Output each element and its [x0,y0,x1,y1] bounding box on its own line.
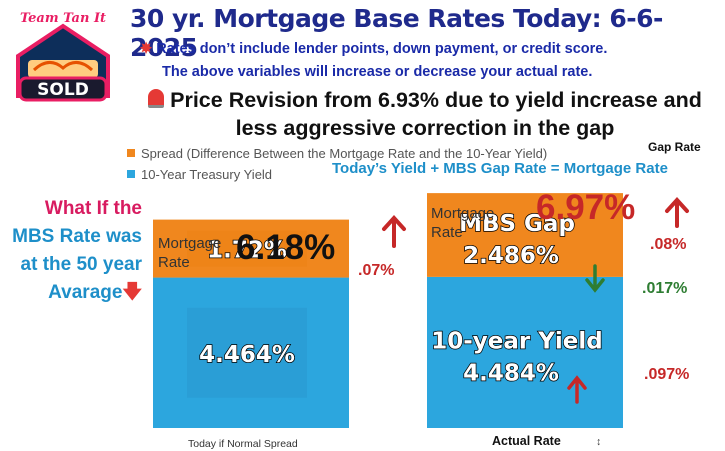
logo-text-team: Team Tan It [20,11,106,26]
page-title: 30 yr. Mortgage Base Rates Today: 6-6-20… [130,4,663,62]
change-gap: .017% [642,280,688,297]
segment-title-1: MBS Gap [459,211,575,237]
data-label-yield-0: 4.464% [199,342,295,368]
note-line-1: ✸ Rates don’t include lender points, dow… [140,41,608,57]
total-left: 6.18% [236,228,336,267]
data-label-spread-0: 1.72% [207,238,287,264]
what-if-caption: What If the MBS Rate was at the 50 year … [12,198,142,303]
bar-spread-1 [427,193,623,277]
mortgage-rate-label-right: Mortgage Rate [431,205,495,241]
segment-title-0: 10-year Yield [431,328,603,354]
total-right: 6.97% [536,188,636,227]
bar-label-box-0 [187,307,307,398]
bar-label-box-1 [187,230,307,267]
data-label-spread-1: 2.486% [463,243,559,269]
arrow-down-icon [585,264,605,293]
legend-swatch-yield [127,170,135,178]
price-revision-alert: Price Revision from 6.93% due to yield i… [130,86,720,142]
change-right-total: .08% [650,236,687,253]
note-line-2: The above variables will increase or dec… [162,64,593,80]
legend-swatch-spread [127,149,135,157]
mortgage-rate-label-left: Mortgage Rate [158,235,222,271]
legend-item-spread: Spread (Difference Between the Mortgage … [127,146,547,161]
siren-icon [148,89,165,108]
arrow-up-icon [567,375,587,404]
arrow-up-icon [665,197,689,228]
x-category-right: Actual Rate [492,434,561,448]
explosion-icon: ✸ [140,41,153,57]
gap-rate-label: Gap Rate [648,140,701,154]
x-category-left: Today if Normal Spread [188,438,298,450]
resize-marker: ↕ [596,436,602,448]
arrow-up-icon [382,215,406,248]
change-left-total: .07% [358,262,395,279]
change-yield: .097% [644,366,690,383]
team-tan-it-sold-logo: SOLD Team Tan It [14,10,112,102]
data-label-yield-1: 4.484% [463,360,559,386]
rate-equation: Today’s Yield + MBS Gap Rate = Mortgage … [332,160,668,177]
logo-text-sold: SOLD [37,80,89,100]
arrow-down-icon: 🡇 [122,282,142,303]
legend-item-yield: 10-Year Treasury Yield [127,167,272,182]
bar-yield-1 [427,276,623,428]
